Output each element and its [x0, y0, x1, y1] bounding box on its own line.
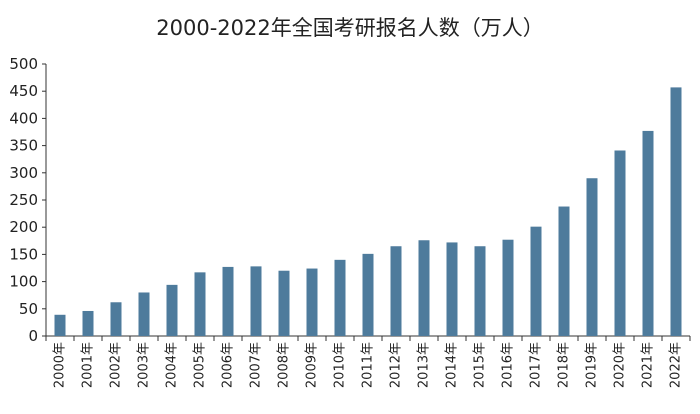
x-tick-label: 2012年: [389, 342, 404, 388]
x-tick-label: 2016年: [501, 342, 516, 388]
y-tick-label: 450: [9, 82, 38, 100]
chart-title: 2000-2022年全国考研报名人数（万人）: [156, 16, 544, 40]
bar: [446, 242, 458, 336]
x-tick-label: 2003年: [137, 342, 152, 388]
bar: [166, 284, 178, 336]
bar: [362, 253, 374, 336]
bar: [558, 206, 570, 336]
bar: [250, 266, 262, 336]
x-tick-label: 2007年: [249, 342, 264, 388]
x-tick-label: 2011年: [361, 342, 376, 388]
x-tick-label: 2006年: [221, 342, 236, 388]
x-tick-label: 2021年: [641, 342, 656, 388]
x-tick-label: 2020年: [613, 342, 628, 388]
bar: [474, 246, 486, 336]
x-tick-label: 2008年: [277, 342, 292, 388]
x-tick-label: 2019年: [585, 342, 600, 388]
x-tick-label: 2015年: [473, 342, 488, 388]
bar: [194, 272, 206, 336]
bar: [278, 270, 290, 336]
bar: [390, 246, 402, 336]
bar: [54, 314, 66, 336]
bar: [530, 226, 542, 336]
y-tick-label: 250: [9, 191, 38, 209]
bar: [502, 239, 514, 336]
x-tick-label: 2013年: [417, 342, 432, 388]
bar: [222, 266, 234, 336]
x-tick-label: 2001年: [81, 342, 96, 388]
bar: [418, 240, 430, 336]
y-tick-label: 350: [9, 137, 38, 155]
y-tick-label: 400: [9, 109, 38, 127]
x-tick-label: 2017年: [529, 342, 544, 388]
y-tick-label: 100: [9, 273, 38, 291]
bar: [586, 178, 598, 336]
x-tick-label: 2014年: [445, 342, 460, 388]
x-tick-label: 2004年: [165, 342, 180, 388]
bar: [110, 302, 122, 336]
bar: [306, 268, 318, 336]
x-tick-label: 2010年: [333, 342, 348, 388]
x-tick-label: 2009年: [305, 342, 320, 388]
x-tick-label: 2022年: [669, 342, 684, 388]
bar: [614, 150, 626, 336]
bar: [138, 292, 150, 336]
y-tick-label: 0: [28, 327, 38, 345]
y-tick-label: 500: [9, 55, 38, 73]
y-tick-label: 200: [9, 218, 38, 236]
bar: [670, 87, 682, 336]
y-tick-label: 300: [9, 164, 38, 182]
y-tick-label: 150: [9, 245, 38, 263]
y-tick-label: 50: [19, 300, 38, 318]
bar: [642, 130, 654, 336]
x-tick-label: 2018年: [557, 342, 572, 388]
bar: [334, 259, 346, 336]
x-tick-label: 2000年: [53, 342, 68, 388]
x-tick-label: 2005年: [193, 342, 208, 388]
bar: [82, 310, 94, 336]
x-tick-label: 2002年: [109, 342, 124, 388]
